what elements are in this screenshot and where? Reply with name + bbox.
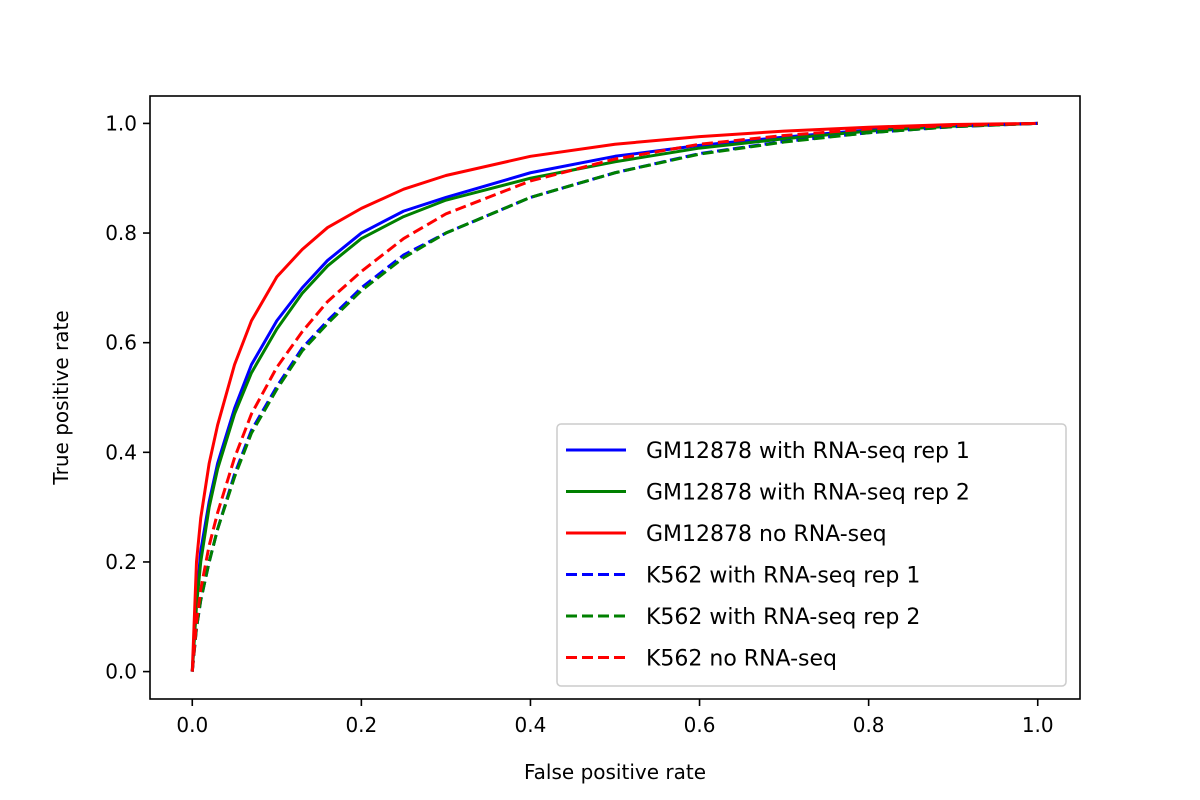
x-axis-label: False positive rate — [524, 760, 706, 784]
series-group — [190, 121, 1038, 672]
y-tick-label: 0.4 — [105, 440, 137, 464]
series-line-2 — [190, 121, 1038, 672]
y-tick-label: 0.6 — [105, 331, 137, 355]
x-tick-label: 0.2 — [345, 713, 377, 737]
legend-label: K562 no RNA-seq — [646, 647, 837, 672]
legend-box — [556, 423, 1067, 687]
x-tick-label: 0.8 — [853, 713, 885, 737]
series-line-5 — [190, 121, 1038, 672]
y-axis-label: True positive rate — [49, 310, 73, 485]
legend-label: K562 with RNA-seq rep 1 — [646, 564, 920, 589]
y-tick-label: 0.8 — [105, 221, 137, 245]
x-tick-label: 0.6 — [684, 713, 716, 737]
legend-label: GM12878 no RNA-seq — [646, 522, 887, 547]
x-axis-ticks: 0.0 0.2 0.4 0.6 0.8 1.0 — [176, 699, 1054, 737]
y-tick-label: 1.0 — [105, 111, 137, 135]
y-tick-label: 0.2 — [105, 550, 137, 574]
legend-label: GM12878 with RNA-seq rep 1 — [646, 439, 970, 464]
y-tick-label: 0.0 — [105, 660, 137, 684]
x-tick-label: 0.4 — [515, 713, 547, 737]
legend-label: GM12878 with RNA-seq rep 2 — [646, 481, 970, 506]
legend-label: K562 with RNA-seq rep 2 — [646, 605, 920, 630]
plot-frame — [149, 95, 1081, 700]
series-line-6 — [190, 121, 1038, 672]
x-tick-label: 1.0 — [1022, 713, 1054, 737]
series-line-3 — [190, 121, 1038, 672]
y-axis-ticks: 0.0 0.2 0.4 0.6 0.8 1.0 — [105, 111, 150, 684]
x-tick-label: 0.0 — [176, 713, 208, 737]
legend: GM12878 with RNA-seq rep 1 GM12878 with R… — [556, 423, 1067, 687]
